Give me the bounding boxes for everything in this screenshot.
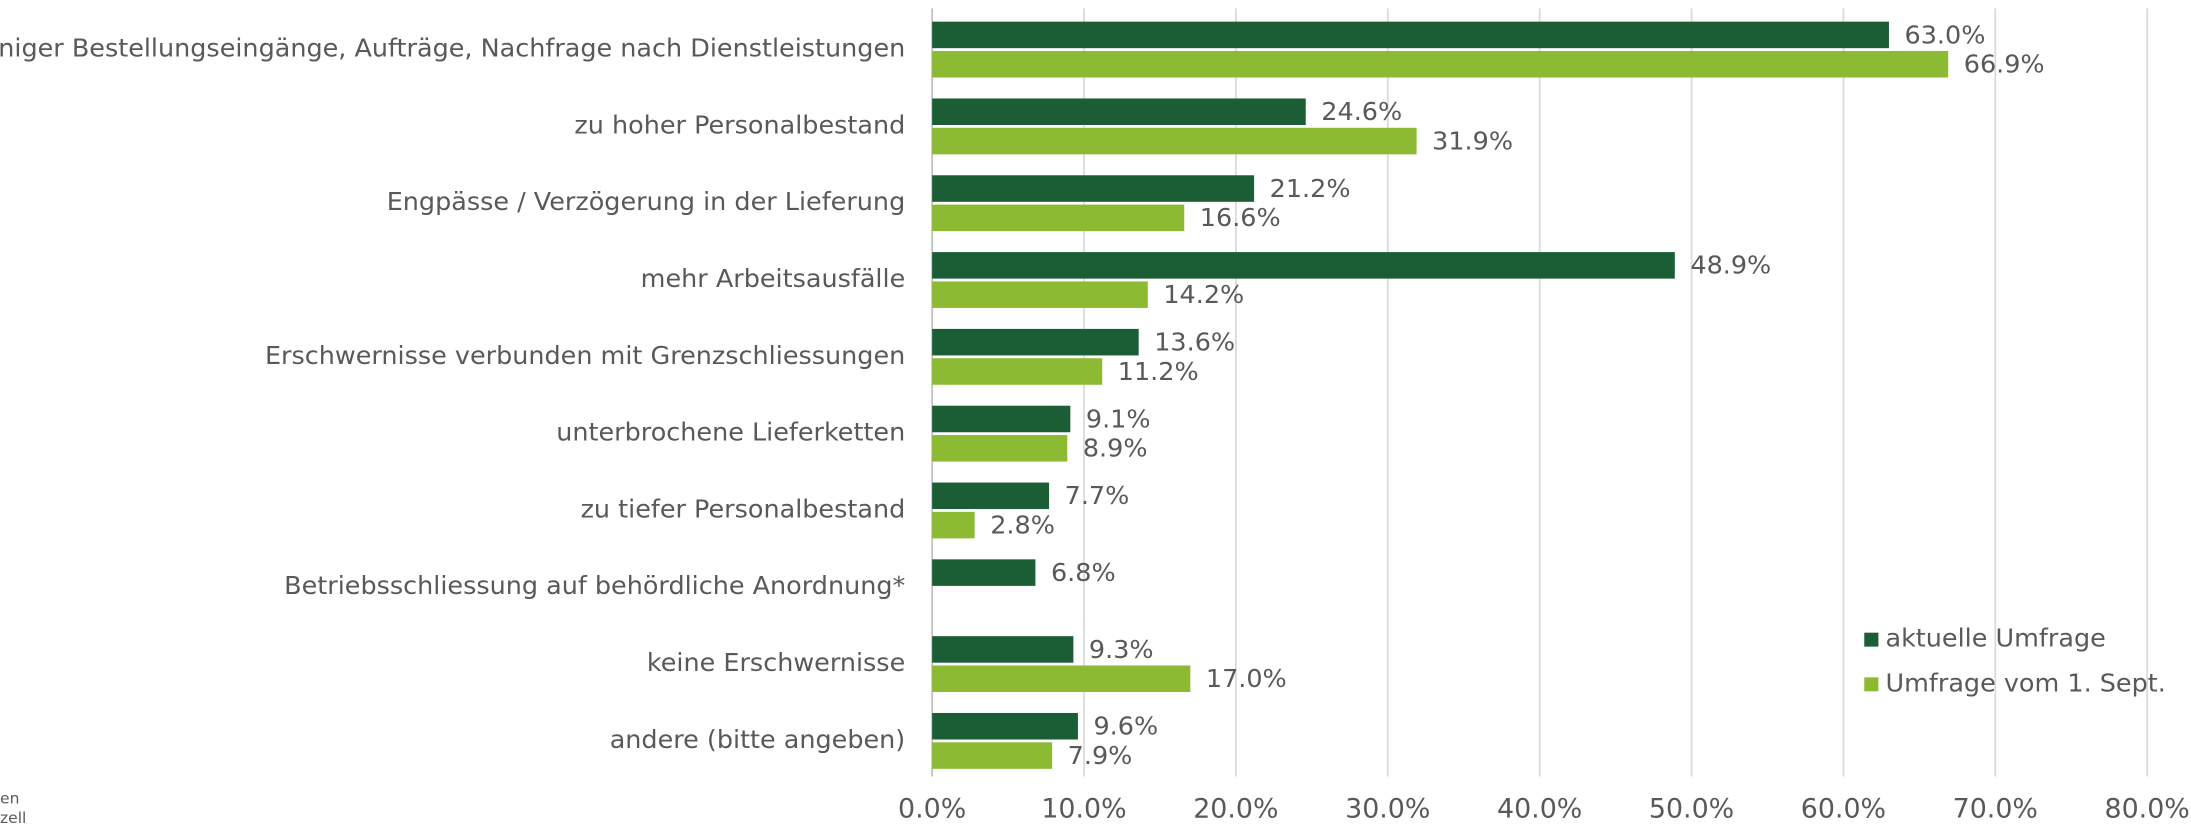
bar: [932, 328, 1139, 356]
value-label: 7.9%: [1068, 741, 1133, 770]
x-tick-label: 30.0%: [1345, 794, 1430, 824]
side-note: zell: [0, 809, 26, 824]
value-label: 63.0%: [1905, 20, 1986, 49]
category-label: mehr Arbeitsausfälle: [641, 264, 906, 293]
bar: [932, 665, 1191, 693]
value-label: 17.0%: [1206, 664, 1287, 693]
category-label: Erschwernisse verbunden mit Grenzschlies…: [265, 341, 905, 370]
category-label: Engpässe / Verzögerung in der Lieferung: [387, 187, 906, 216]
bar: [932, 252, 1675, 279]
value-label: 24.6%: [1321, 97, 1402, 126]
x-tick-label: 10.0%: [1041, 794, 1126, 824]
value-label: 9.1%: [1086, 404, 1151, 433]
x-tick-label: 0.0%: [898, 794, 966, 824]
bar: [932, 742, 1053, 769]
legend-swatch: [1864, 632, 1879, 647]
bar: [932, 50, 1949, 78]
category-label: Betriebsschliessung auf behördliche Anor…: [284, 571, 905, 600]
bar: [932, 405, 1071, 433]
value-label: 14.2%: [1163, 280, 1244, 309]
value-label: 16.6%: [1200, 203, 1281, 232]
category-label: zu tiefer Personalbestand: [581, 495, 906, 524]
value-label: 9.3%: [1089, 635, 1154, 664]
category-label: unterbrochene Lieferketten: [556, 418, 905, 447]
category-label: keine Erschwernisse: [647, 648, 905, 677]
value-label: 11.2%: [1118, 357, 1199, 386]
x-tick-label: 50.0%: [1649, 794, 1734, 824]
x-tick-label: 80.0%: [2104, 794, 2189, 824]
bar: [932, 175, 1255, 202]
bar: [932, 482, 1050, 510]
value-label: 48.9%: [1690, 251, 1771, 280]
value-label: 66.9%: [1964, 50, 2045, 79]
bar: [932, 358, 1103, 385]
legend-label: Umfrage vom 1. Sept.: [1885, 668, 2165, 697]
value-label: 7.7%: [1065, 481, 1130, 510]
bar: [932, 98, 1306, 125]
bar: [932, 204, 1185, 232]
value-label: 2.8%: [990, 511, 1055, 540]
value-label: 13.6%: [1154, 328, 1235, 357]
bar: [932, 281, 1148, 308]
value-label: 9.6%: [1093, 712, 1158, 741]
category-label: weniger Bestellungseingänge, Aufträge, N…: [0, 34, 905, 63]
x-tick-label: 60.0%: [1801, 794, 1886, 824]
x-tick-label: 70.0%: [1953, 794, 2038, 824]
side-note: en: [0, 789, 19, 807]
value-label: 21.2%: [1270, 174, 1351, 203]
bar: [932, 559, 1036, 586]
bar: [932, 127, 1417, 155]
bar: [932, 636, 1074, 663]
bar: [932, 712, 1078, 740]
category-label: andere (bitte angeben): [610, 725, 906, 754]
bar: [932, 511, 975, 539]
value-label: 31.9%: [1432, 127, 1513, 156]
bar: [932, 435, 1068, 462]
value-label: 8.9%: [1083, 434, 1148, 463]
bar: [932, 21, 1889, 49]
category-label: zu hoher Personalbestand: [574, 110, 905, 139]
x-tick-label: 20.0%: [1193, 794, 1278, 824]
value-label: 6.8%: [1051, 558, 1116, 587]
x-tick-label: 40.0%: [1497, 794, 1582, 824]
legend-label: aktuelle Umfrage: [1885, 624, 2105, 653]
legend-swatch: [1864, 677, 1879, 692]
